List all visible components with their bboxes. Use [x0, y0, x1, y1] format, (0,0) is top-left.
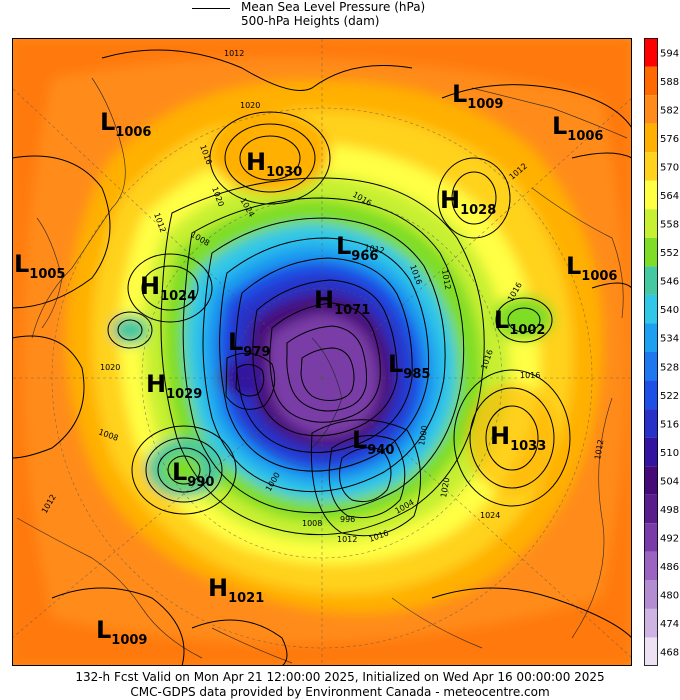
- color-scale-label: 504: [660, 476, 679, 487]
- low-center: L1005: [14, 250, 65, 282]
- isobar-label: 1020: [240, 101, 260, 110]
- high-center: H1029: [146, 370, 202, 402]
- color-scale-label: 492: [660, 534, 679, 545]
- color-scale-label: 474: [660, 619, 679, 630]
- low-center: L966: [336, 232, 378, 264]
- color-scale-swatch: [644, 580, 658, 609]
- color-scale-swatch: [644, 95, 658, 124]
- color-scale-swatch: [644, 437, 658, 467]
- high-center: H1033: [490, 422, 546, 454]
- forecast-valid-caption: 132-h Fcst Valid on Mon Apr 21 12:00:00 …: [75, 670, 605, 684]
- low-center: L1009: [96, 616, 147, 648]
- legend-fill-label: 500-hPa Heights (dam): [241, 14, 380, 28]
- isobar-label: 1000: [417, 425, 429, 447]
- color-scale-label: 588: [660, 77, 679, 88]
- color-scale-label: 546: [660, 277, 679, 288]
- weather-map: 1012 1020 1016 1020 1024 1012 1008 1016 …: [12, 38, 632, 666]
- color-scale-label: 576: [660, 134, 679, 145]
- color-scale-swatch: [644, 294, 658, 324]
- color-scale-swatch: [644, 323, 658, 352]
- isobar-label: 1012: [364, 243, 386, 255]
- color-scale-label: 516: [660, 419, 679, 430]
- color-scale-labels: 594 588 582 576 570 564 558 552 546 540 534 528 522 5…: [660, 48, 679, 658]
- low-center: L940: [352, 426, 394, 458]
- color-scale-swatches: [644, 38, 658, 666]
- color-scale-swatch: [644, 266, 658, 295]
- pressure-centers: L1006 L1009 L1006 L1005 L1006 L966 L1002…: [14, 80, 617, 648]
- color-scale-label: 552: [660, 248, 679, 259]
- low-center: L990: [172, 458, 214, 490]
- color-scale-swatch: [644, 209, 658, 238]
- color-scale-label: 594: [660, 48, 679, 59]
- color-scale-label: 468: [660, 648, 679, 659]
- color-scale-label: 564: [660, 191, 679, 202]
- isobar-label: 996: [340, 515, 355, 524]
- isobar-label: 1024: [480, 511, 500, 520]
- color-scale-swatch: [644, 66, 658, 96]
- map-legend: Mean Sea Level Pressure (hPa) 500-hPa He…: [0, 0, 680, 36]
- isobar-label: 1020: [100, 363, 120, 372]
- color-scale-label: 570: [660, 162, 679, 173]
- low-center: L985: [388, 350, 430, 382]
- color-scale-label: 486: [660, 562, 679, 573]
- low-center: L1006: [100, 108, 151, 140]
- high-center: H1024: [140, 272, 196, 304]
- color-scale-swatch: [644, 494, 658, 524]
- color-scale-label: 510: [660, 448, 679, 459]
- isobar-label: 1012: [440, 269, 452, 291]
- color-scale-label: 558: [660, 220, 679, 231]
- color-scale-swatch: [644, 551, 658, 581]
- isobar-label: 1008: [302, 519, 322, 528]
- isobar-line-sample: [192, 8, 230, 9]
- isobar-label: 1016: [520, 371, 540, 380]
- legend-line-label: Mean Sea Level Pressure (hPa): [241, 0, 426, 14]
- low-center: L979: [228, 328, 270, 360]
- color-scale-label: 480: [660, 591, 679, 602]
- color-scale-swatch: [644, 352, 658, 381]
- low-center: L1009: [452, 80, 503, 112]
- color-scale-swatch: [644, 123, 658, 153]
- color-scale-swatch: [644, 466, 658, 495]
- low-center: L1006: [552, 112, 603, 144]
- low-center: L1006: [566, 252, 617, 284]
- high-center: H1021: [208, 574, 264, 606]
- color-scale-swatch: [644, 152, 658, 181]
- color-scale-swatch: [644, 180, 658, 210]
- color-scale-swatch: [644, 637, 658, 666]
- low-center: L1002: [494, 306, 545, 338]
- data-source-caption: CMC-GDPS data provided by Environment Ca…: [130, 685, 550, 699]
- isobar-label: 1012: [593, 439, 605, 461]
- color-scale-label: 534: [660, 334, 679, 345]
- map-frame: [12, 38, 632, 666]
- color-scale-swatch: [644, 237, 658, 267]
- color-scale-bar: 594 588 582 576 570 564 558 552 546 540 534 528 522 5…: [644, 38, 679, 666]
- color-scale-swatch: [644, 523, 658, 552]
- color-scale-swatch: [644, 38, 658, 67]
- color-scale-label: 540: [660, 305, 679, 316]
- high-center: H1028: [440, 186, 496, 218]
- isobar-label: 1012: [337, 535, 357, 544]
- high-center: H1030: [246, 148, 302, 180]
- color-scale-swatch: [644, 409, 658, 438]
- coastlines: [16, 77, 628, 664]
- isobar-label: 1012: [224, 49, 244, 58]
- isobar-label: 1020: [439, 477, 451, 499]
- color-scale-label: 582: [660, 105, 679, 116]
- color-scale-label: 498: [660, 505, 679, 516]
- color-scale-swatch: [644, 380, 658, 410]
- isobars: [12, 49, 632, 666]
- graticule: [12, 38, 632, 666]
- color-scale-label: 522: [660, 391, 679, 402]
- color-scale-swatch: [644, 608, 658, 638]
- high-center: H1071: [314, 286, 370, 318]
- color-scale-label: 528: [660, 362, 679, 373]
